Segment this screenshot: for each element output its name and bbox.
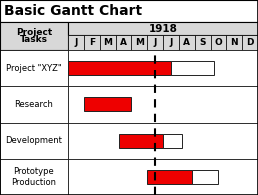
Bar — [147, 170, 191, 184]
Bar — [0, 50, 68, 86]
Bar — [68, 61, 171, 75]
Bar — [68, 50, 258, 86]
Bar — [163, 134, 182, 147]
Text: Basic Gantt Chart: Basic Gantt Chart — [4, 4, 142, 18]
Bar — [116, 35, 131, 50]
Bar — [0, 0, 258, 22]
Text: J: J — [74, 38, 78, 47]
Text: D: D — [246, 38, 254, 47]
Bar — [0, 86, 68, 122]
Bar — [84, 98, 131, 111]
Bar — [119, 134, 163, 147]
Bar — [68, 22, 258, 35]
Text: Project "XYZ": Project "XYZ" — [6, 64, 62, 73]
Text: Tasks: Tasks — [20, 35, 48, 44]
Bar — [68, 35, 84, 50]
Bar — [195, 35, 211, 50]
Bar — [171, 61, 214, 75]
Text: N: N — [230, 38, 238, 47]
Bar — [100, 35, 116, 50]
Text: J: J — [169, 38, 173, 47]
Bar — [147, 35, 163, 50]
Text: Prototype
Production: Prototype Production — [12, 167, 57, 187]
Bar — [226, 35, 242, 50]
Text: Research: Research — [14, 100, 53, 109]
Bar — [0, 122, 68, 159]
Bar — [0, 22, 68, 50]
Text: A: A — [183, 38, 190, 47]
Bar — [68, 159, 258, 195]
Bar — [131, 35, 147, 50]
Bar — [242, 35, 258, 50]
Bar — [68, 122, 258, 159]
Text: S: S — [199, 38, 206, 47]
Text: M: M — [103, 38, 112, 47]
Text: 1918: 1918 — [149, 24, 178, 34]
Text: J: J — [154, 38, 157, 47]
Text: A: A — [120, 38, 127, 47]
Text: M: M — [135, 38, 144, 47]
Bar — [211, 35, 226, 50]
Bar — [179, 35, 195, 50]
Bar — [0, 159, 68, 195]
Bar — [191, 170, 219, 184]
Bar — [84, 35, 100, 50]
Bar — [163, 35, 179, 50]
Text: F: F — [89, 38, 95, 47]
Text: Development: Development — [6, 136, 62, 145]
Text: Project: Project — [16, 28, 52, 37]
Bar — [68, 86, 258, 122]
Text: O: O — [215, 38, 222, 47]
